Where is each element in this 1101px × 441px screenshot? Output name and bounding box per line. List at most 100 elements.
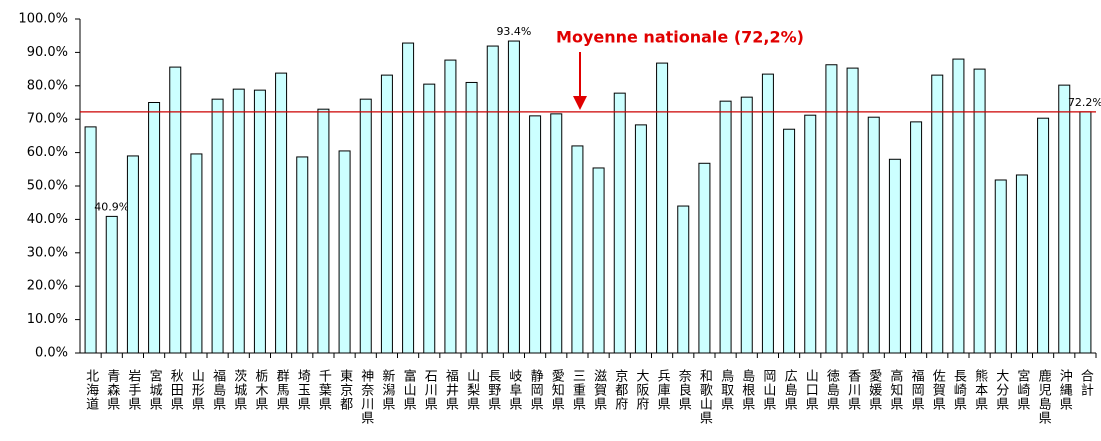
- bar: [1037, 117, 1050, 354]
- x-tick-label: 青森県: [104, 369, 120, 411]
- y-tick-label: 60.0%: [27, 145, 68, 160]
- x-tick-label: 香川県: [845, 369, 861, 411]
- bar: [931, 74, 944, 354]
- x-tick-label: 秋田県: [168, 369, 184, 411]
- bar: [571, 145, 584, 354]
- bar: [910, 121, 923, 354]
- bar: [211, 98, 224, 354]
- bar: [507, 40, 520, 354]
- bar: [465, 81, 478, 354]
- bar: [825, 64, 838, 354]
- x-tick-label: 福井県: [443, 369, 459, 411]
- bar: [973, 68, 986, 354]
- x-tick-label: 石川県: [422, 369, 438, 411]
- x-tick-label: 茨城県: [231, 369, 247, 411]
- x-tick-label: 岐阜県: [506, 369, 522, 411]
- x-tick-label: 岩手県: [125, 369, 141, 411]
- x-tick-label: 新潟県: [379, 368, 395, 411]
- bar: [550, 113, 563, 354]
- x-tick-label: 栃木県: [252, 369, 268, 411]
- x-tick-label: 長崎県: [951, 369, 967, 411]
- x-tick-label: 東京都: [337, 368, 353, 411]
- x-tick-label: 宮崎県: [1014, 368, 1030, 411]
- x-tick-label: 宮城県: [147, 368, 163, 411]
- x-tick-label: 合計: [1078, 369, 1094, 397]
- x-tick-label: 広島県: [782, 369, 798, 411]
- bar: [486, 45, 499, 354]
- x-tick-label: 埼玉県: [295, 369, 311, 411]
- x-tick-label: 熊本県: [972, 368, 988, 411]
- bar: [253, 89, 266, 354]
- bar: [846, 67, 859, 354]
- bar: [338, 150, 351, 354]
- x-tick-label: 鹿児島県: [1036, 368, 1052, 425]
- x-tick-label: 北海道: [83, 369, 99, 411]
- bar: [84, 126, 97, 354]
- x-tick-label: 静岡県: [528, 369, 544, 411]
- bar: [190, 153, 203, 354]
- y-tick-label: 50.0%: [27, 179, 68, 194]
- x-tick-label: 山梨県: [464, 369, 480, 411]
- x-tick-label: 高知県: [887, 368, 903, 411]
- bar: [867, 116, 880, 354]
- x-tick-label: 島根県: [739, 369, 755, 411]
- bar: [423, 83, 436, 354]
- x-tick-label: 群馬県: [274, 369, 290, 411]
- bar: [402, 42, 415, 354]
- bar: [444, 59, 457, 354]
- annotation: Moyenne nationale (72,2%): [556, 28, 804, 47]
- bar: [1058, 84, 1071, 354]
- bar: [529, 115, 542, 354]
- y-tick-label: 40.0%: [27, 212, 68, 227]
- bar: [804, 114, 817, 354]
- value-label: 93.4%: [496, 25, 531, 38]
- x-tick-label: 大分県: [993, 369, 1009, 411]
- x-tick-label: 千葉県: [316, 369, 332, 411]
- x-tick-label: 滋賀県: [591, 369, 607, 411]
- bar: [888, 158, 901, 354]
- x-tick-label: 三重県: [570, 369, 586, 411]
- y-tick-label: 70.0%: [27, 112, 68, 127]
- x-tick-label: 奈良県: [676, 369, 692, 411]
- x-tick-label: 岡山県: [760, 369, 776, 411]
- x-tick-label: 京都府: [612, 369, 628, 411]
- x-tick-label: 長野県: [485, 369, 501, 411]
- x-tick-label: 愛媛県: [866, 369, 882, 411]
- bar: [952, 58, 965, 354]
- x-tick-label: 富山県: [401, 368, 417, 411]
- bar: [359, 98, 372, 354]
- annotation-arrowhead: [573, 96, 587, 110]
- y-tick-label: 20.0%: [27, 279, 68, 294]
- x-tick-label: 山口県: [803, 369, 819, 411]
- value-label: 40.9%: [94, 200, 129, 213]
- bar: [634, 124, 647, 354]
- y-tick-label: 90.0%: [27, 45, 68, 60]
- x-tick-label: 佐賀県: [930, 369, 946, 411]
- bar: [656, 62, 669, 354]
- x-tick-label: 徳島県: [824, 369, 840, 411]
- y-tick-label: 100.0%: [18, 12, 68, 27]
- bar: [592, 167, 605, 354]
- bar: [1015, 174, 1028, 354]
- y-tick-label: 0.0%: [35, 346, 68, 361]
- x-tick-label: 福島県: [210, 369, 226, 411]
- x-tick-label: 福岡県: [909, 369, 925, 411]
- x-tick-label: 和歌山県: [697, 369, 713, 425]
- bar: [169, 66, 182, 354]
- y-tick-label: 30.0%: [27, 245, 68, 260]
- bar: [761, 73, 774, 354]
- bar: [994, 179, 1007, 354]
- bar: [148, 102, 161, 354]
- bar: [275, 72, 288, 354]
- bar: [317, 108, 330, 354]
- x-tick-label: 大阪府: [633, 369, 649, 411]
- bar: [698, 162, 711, 354]
- bar: [296, 156, 309, 354]
- bar: [677, 205, 690, 354]
- y-tick-label: 10.0%: [27, 312, 68, 327]
- value-label: 72.2%: [1068, 96, 1101, 109]
- bar: [783, 128, 796, 354]
- x-tick-label: 神奈川県: [358, 369, 374, 425]
- bar: [740, 96, 753, 354]
